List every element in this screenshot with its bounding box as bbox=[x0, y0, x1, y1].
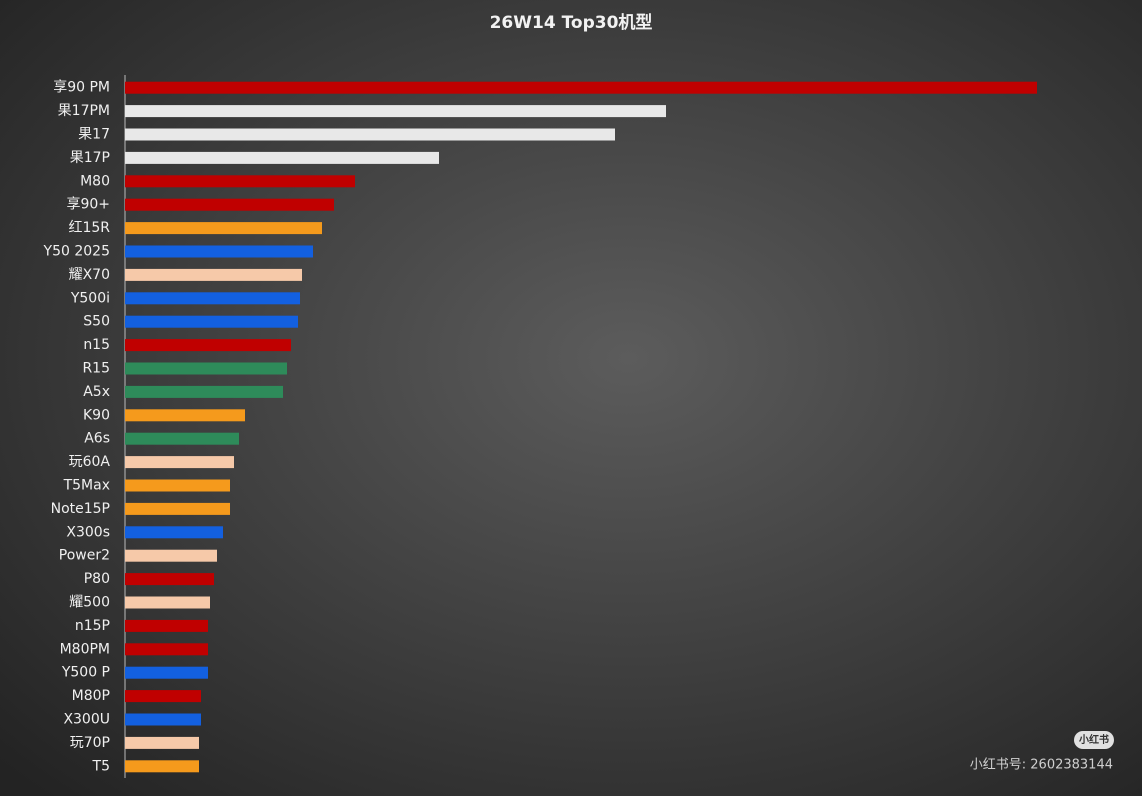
badge bbox=[1074, 731, 1114, 749]
y-tick-label: Y50 2025 bbox=[43, 244, 110, 260]
y-tick-label: X300U bbox=[63, 712, 110, 728]
bar bbox=[125, 760, 199, 773]
y-tick-label: A5x bbox=[83, 384, 110, 400]
y-tick-label: 果17P bbox=[70, 150, 110, 166]
bar bbox=[125, 573, 214, 586]
y-tick-label: 红15R bbox=[68, 220, 110, 236]
y-tick-label: 享90+ bbox=[66, 196, 110, 213]
bar bbox=[125, 81, 1037, 94]
y-tick-label: 玩60A bbox=[69, 454, 111, 470]
bar bbox=[125, 456, 234, 469]
y-tick-label: M80 bbox=[80, 173, 110, 189]
bar bbox=[125, 198, 334, 211]
y-tick-label: Y500 P bbox=[61, 665, 110, 681]
bar bbox=[125, 596, 210, 609]
bar bbox=[125, 432, 239, 445]
bar bbox=[125, 502, 230, 515]
bar bbox=[125, 175, 355, 188]
bar bbox=[125, 619, 208, 632]
y-tick-label: Note15P bbox=[51, 501, 110, 517]
y-tick-label: 果17PM bbox=[58, 103, 110, 119]
bar bbox=[125, 245, 313, 258]
bar bbox=[125, 690, 201, 703]
y-tick-label: n15P bbox=[75, 618, 110, 634]
bar bbox=[125, 151, 439, 164]
y-tick-label: S50 bbox=[83, 314, 110, 330]
badge-text: 小红书 bbox=[1078, 733, 1109, 746]
y-tick-label: Power2 bbox=[59, 548, 110, 564]
y-tick-label: 享90 PM bbox=[53, 79, 110, 96]
y-tick-label: X300s bbox=[66, 524, 110, 540]
y-tick-label: 耀X70 bbox=[69, 267, 110, 283]
bar bbox=[125, 339, 291, 352]
bar bbox=[125, 643, 208, 656]
y-tick-label: P80 bbox=[84, 571, 110, 587]
bar bbox=[125, 222, 322, 235]
y-tick-label: n15 bbox=[83, 337, 110, 353]
bar bbox=[125, 315, 298, 328]
bar bbox=[125, 292, 300, 305]
bar bbox=[125, 549, 217, 562]
y-tick-label: K90 bbox=[83, 407, 110, 423]
y-tick-label: 玩70P bbox=[70, 735, 110, 751]
y-tick-label: A6s bbox=[84, 431, 110, 447]
y-tick-label: T5 bbox=[92, 758, 110, 774]
y-tick-label: M80P bbox=[72, 688, 110, 704]
y-tick-label: 果17 bbox=[78, 127, 110, 143]
bar bbox=[125, 666, 208, 679]
watermark: 小红书号: 2602383144 bbox=[970, 757, 1113, 773]
y-tick-label: R15 bbox=[82, 361, 110, 377]
y-tick-label: M80PM bbox=[60, 641, 110, 657]
y-tick-label: 耀500 bbox=[69, 595, 110, 611]
y-tick-label: Y500i bbox=[70, 290, 110, 306]
bar bbox=[125, 385, 283, 398]
bar bbox=[125, 105, 666, 118]
bar bbox=[125, 362, 287, 375]
bar bbox=[125, 128, 615, 141]
y-tick-label: T5Max bbox=[63, 478, 110, 494]
bar bbox=[125, 268, 302, 281]
chart-title: 26W14 Top30机型 bbox=[490, 12, 653, 33]
bar bbox=[125, 713, 201, 726]
bar bbox=[125, 409, 245, 422]
bar bbox=[125, 736, 199, 749]
bar bbox=[125, 526, 223, 539]
bar bbox=[125, 479, 230, 492]
